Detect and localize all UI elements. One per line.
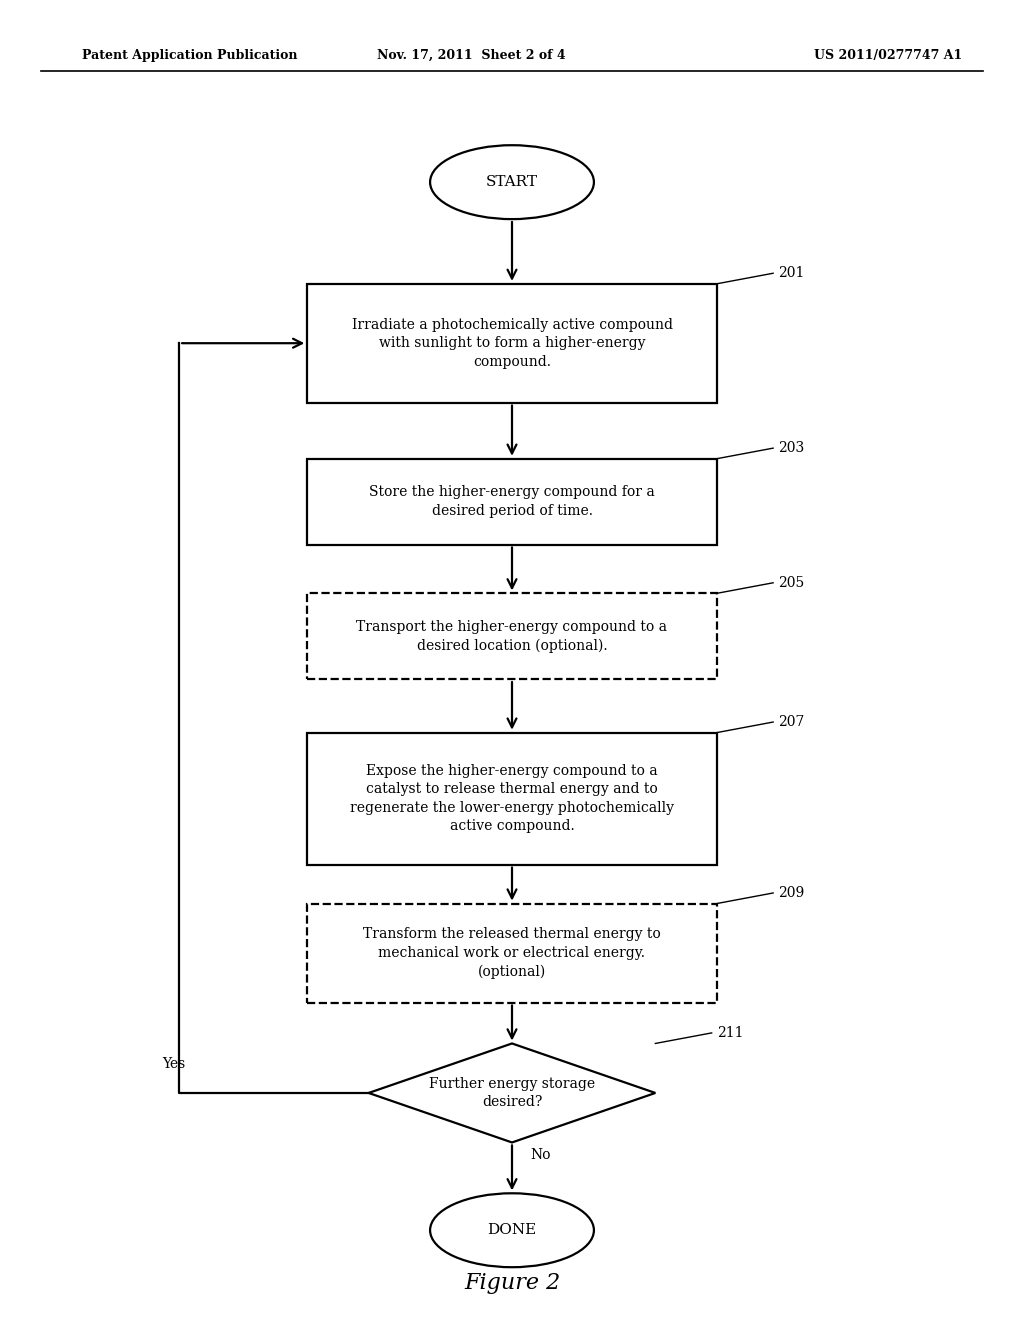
Bar bbox=[307, 284, 717, 403]
Text: Nov. 17, 2011  Sheet 2 of 4: Nov. 17, 2011 Sheet 2 of 4 bbox=[377, 49, 565, 62]
Text: Yes: Yes bbox=[163, 1057, 185, 1071]
Bar bbox=[307, 903, 717, 1003]
Text: Expose the higher-energy compound to a
catalyst to release thermal energy and to: Expose the higher-energy compound to a c… bbox=[350, 764, 674, 833]
Text: 205: 205 bbox=[778, 576, 805, 590]
Text: 203: 203 bbox=[778, 441, 805, 455]
Text: START: START bbox=[486, 176, 538, 189]
Text: No: No bbox=[530, 1147, 551, 1162]
Text: Irradiate a photochemically active compound
with sunlight to form a higher-energ: Irradiate a photochemically active compo… bbox=[351, 318, 673, 368]
Text: Store the higher-energy compound for a
desired period of time.: Store the higher-energy compound for a d… bbox=[369, 486, 655, 517]
Text: Patent Application Publication: Patent Application Publication bbox=[82, 49, 297, 62]
Text: DONE: DONE bbox=[487, 1224, 537, 1237]
Text: 201: 201 bbox=[778, 267, 805, 280]
Text: Further energy storage
desired?: Further energy storage desired? bbox=[429, 1077, 595, 1109]
Bar bbox=[307, 733, 717, 865]
Text: US 2011/0277747 A1: US 2011/0277747 A1 bbox=[814, 49, 963, 62]
Bar bbox=[307, 458, 717, 544]
Text: Figure 2: Figure 2 bbox=[464, 1272, 560, 1294]
Ellipse shape bbox=[430, 1193, 594, 1267]
Text: 209: 209 bbox=[778, 886, 805, 900]
Text: Transport the higher-energy compound to a
desired location (optional).: Transport the higher-energy compound to … bbox=[356, 620, 668, 652]
Text: Transform the released thermal energy to
mechanical work or electrical energy.
(: Transform the released thermal energy to… bbox=[364, 928, 660, 978]
Polygon shape bbox=[369, 1043, 655, 1143]
Ellipse shape bbox=[430, 145, 594, 219]
Text: 207: 207 bbox=[778, 715, 805, 729]
Bar bbox=[307, 594, 717, 678]
Text: 211: 211 bbox=[717, 1026, 743, 1040]
